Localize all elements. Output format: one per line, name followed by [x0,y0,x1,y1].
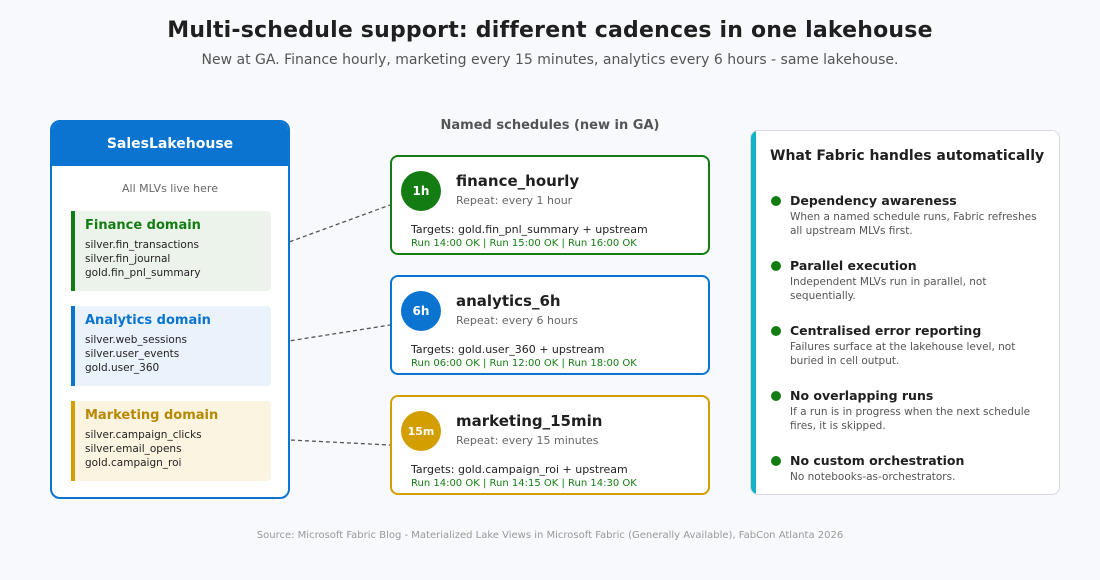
schedules-heading: Named schedules (new in GA) [440,118,660,133]
connector-marketing [269,438,391,446]
domain-table: silver.email_opens [85,443,182,455]
fabric-features-panel: What Fabric handles automatically Depend… [750,130,1060,495]
domain-table: gold.fin_pnl_summary [85,267,201,279]
accent-bar [751,131,756,494]
feature-name: Dependency awareness [790,193,957,208]
domain-table: gold.user_360 [85,362,160,374]
schedule-targets: Targets: gold.fin_pnl_summary + upstream [411,223,648,236]
schedule-targets: Targets: gold.campaign_roi + upstream [411,463,628,476]
cadence-badge: 6h [401,291,441,331]
schedule-name: finance_hourly [456,172,580,190]
schedule-repeat: Repeat: every 15 minutes [456,434,599,447]
schedule-name: analytics_6h [456,292,561,310]
cadence-badge: 15m [401,411,441,451]
bullet-dot-icon [771,456,781,466]
feature-desc: No notebooks-as-orchestrators. [790,471,956,483]
feature-desc: When a named schedule runs, Fabric refre… [790,211,1037,237]
feature-desc: Independent MLVs run in parallel, not se… [790,276,987,302]
domain-table: silver.fin_journal [85,253,171,265]
marketing-domain: Marketing domain silver.campaign_clicks … [71,401,271,481]
domain-name: Analytics domain [85,313,211,328]
schedule-card-finance: 1h finance_hourly Repeat: every 1 hour T… [390,155,710,255]
cadence-badge: 1h [401,171,441,211]
schedule-runs: Run 14:00 OK | Run 14:15 OK | Run 14:30 … [411,478,637,489]
schedule-runs: Run 14:00 OK | Run 15:00 OK | Run 16:00 … [411,238,637,249]
domain-table: silver.user_events [85,348,180,360]
source-caption: Source: Microsoft Fabric Blog - Material… [256,530,844,541]
bullet-dot-icon [771,196,781,206]
analytics-domain: Analytics domain silver.web_sessions sil… [71,306,271,386]
domain-table: silver.fin_transactions [85,239,199,251]
page-subtitle: New at GA. Finance hourly, marketing eve… [201,52,899,68]
feature-name: Centralised error reporting [790,323,982,338]
schedule-name: marketing_15min [456,412,603,430]
bullet-dot-icon [771,326,781,336]
lakehouse-panel: SalesLakehouse All MLVs live here Financ… [50,120,290,499]
bullet-dot-icon [771,391,781,401]
feature-name: No custom orchestration [790,453,965,468]
feature-name: No overlapping runs [790,388,934,403]
feature-name: Parallel execution [790,258,917,273]
schedule-repeat: Repeat: every 1 hour [456,194,573,207]
connector-finance [269,204,391,250]
bullet-dot-icon [771,261,781,271]
domain-name: Finance domain [85,218,201,233]
domain-name: Marketing domain [85,408,219,423]
connector-analytics [269,324,391,345]
lakehouse-name: SalesLakehouse [52,122,288,166]
lakehouse-caption: All MLVs live here [122,182,218,195]
fabric-panel-title: What Fabric handles automatically [770,148,1045,164]
page-title: Multi-schedule support: different cadenc… [167,18,933,43]
schedule-card-marketing: 15m marketing_15min Repeat: every 15 min… [390,395,710,495]
feature-desc: If a run is in progress when the next sc… [790,406,1031,432]
schedule-card-analytics: 6h analytics_6h Repeat: every 6 hours Ta… [390,275,710,375]
schedule-runs: Run 06:00 OK | Run 12:00 OK | Run 18:00 … [411,358,637,369]
domain-table: gold.campaign_roi [85,457,182,469]
schedule-repeat: Repeat: every 6 hours [456,314,578,327]
schedule-targets: Targets: gold.user_360 + upstream [411,343,605,356]
feature-desc: Failures surface at the lakehouse level,… [790,341,1016,367]
domain-table: silver.campaign_clicks [85,429,202,441]
domain-table: silver.web_sessions [85,334,187,346]
finance-domain: Finance domain silver.fin_transactions s… [71,211,271,291]
